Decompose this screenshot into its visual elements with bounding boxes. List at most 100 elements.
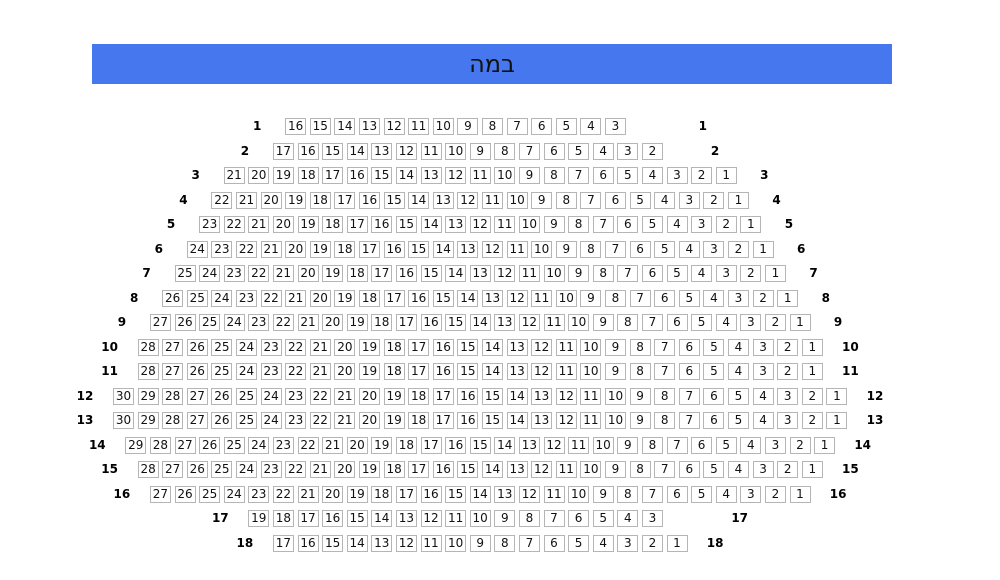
seat[interactable]: 10 (592, 436, 614, 454)
seat[interactable]: 9 (605, 338, 626, 356)
seat[interactable]: 8 (605, 289, 626, 307)
seat[interactable]: 25 (223, 436, 245, 454)
seat[interactable]: 13 (395, 510, 417, 527)
seat[interactable]: 4 (740, 436, 762, 454)
seat[interactable]: 26 (186, 363, 208, 380)
seat[interactable]: 19 (309, 240, 331, 258)
seat[interactable]: 30 (113, 387, 134, 405)
seat[interactable]: 18 (272, 510, 294, 527)
seat[interactable]: 25 (186, 289, 208, 307)
seat[interactable]: 18 (408, 412, 430, 429)
seat[interactable]: 4 (728, 461, 749, 478)
seat[interactable]: 16 (371, 216, 393, 233)
seat[interactable]: 11 (568, 436, 590, 454)
seat[interactable]: 22 (309, 412, 331, 429)
seat[interactable]: 28 (162, 412, 184, 429)
seat[interactable]: 21 (260, 240, 282, 258)
seat[interactable]: 21 (309, 363, 331, 380)
seat[interactable]: 2 (703, 191, 725, 209)
seat[interactable]: 4 (691, 265, 713, 282)
seat[interactable]: 2 (777, 338, 799, 356)
seat[interactable]: 2 (752, 289, 774, 307)
seat[interactable]: 15 (482, 387, 503, 405)
seat[interactable]: 4 (592, 534, 614, 552)
seat[interactable]: 11 (482, 191, 503, 209)
seat[interactable]: 7 (518, 534, 540, 552)
seat[interactable]: 6 (654, 289, 676, 307)
seat[interactable]: 10 (555, 289, 577, 307)
seat[interactable]: 13 (371, 142, 393, 160)
seat[interactable]: 25 (211, 461, 233, 478)
seat[interactable]: 15 (457, 461, 479, 478)
seat[interactable]: 9 (629, 387, 651, 405)
seat[interactable]: 10 (531, 240, 553, 258)
seat[interactable]: 25 (199, 314, 221, 331)
seat[interactable]: 15 (482, 412, 503, 429)
seat[interactable]: 27 (162, 338, 184, 356)
seat[interactable]: 4 (752, 412, 774, 429)
seat[interactable]: 9 (592, 314, 614, 331)
seat[interactable]: 21 (223, 167, 245, 184)
seat[interactable]: 12 (518, 485, 540, 503)
seat[interactable]: 3 (752, 338, 774, 356)
seat[interactable]: 23 (223, 265, 245, 282)
seat[interactable]: 4 (641, 167, 663, 184)
seat[interactable]: 2 (641, 142, 663, 160)
seat[interactable]: 27 (162, 461, 184, 478)
seat[interactable]: 7 (629, 289, 651, 307)
seat[interactable]: 5 (617, 167, 639, 184)
seat[interactable]: 13 (432, 191, 454, 209)
seat[interactable]: 17 (371, 265, 393, 282)
seat[interactable]: 1 (801, 363, 823, 380)
seat[interactable]: 10 (580, 338, 602, 356)
seat[interactable]: 7 (666, 436, 688, 454)
seat[interactable]: 17 (272, 534, 294, 552)
seat[interactable]: 29 (137, 412, 159, 429)
seat[interactable]: 21 (297, 314, 319, 331)
seat[interactable]: 16 (445, 436, 467, 454)
seat[interactable]: 22 (285, 338, 307, 356)
seat[interactable]: 6 (691, 436, 713, 454)
seat[interactable]: 5 (568, 142, 590, 160)
seat[interactable]: 4 (728, 363, 749, 380)
seat[interactable]: 6 (543, 534, 565, 552)
seat[interactable]: 4 (666, 216, 688, 233)
seat[interactable]: 20 (285, 240, 307, 258)
seat[interactable]: 26 (211, 387, 233, 405)
seat[interactable]: 13 (506, 461, 528, 478)
seat[interactable]: 19 (346, 485, 368, 503)
seat[interactable]: 22 (211, 191, 233, 209)
seat[interactable]: 16 (297, 534, 319, 552)
seat[interactable]: 9 (617, 436, 639, 454)
seat[interactable]: 12 (494, 265, 516, 282)
seat[interactable]: 27 (186, 387, 208, 405)
seat[interactable]: 19 (359, 461, 380, 478)
seat[interactable]: 10 (494, 167, 516, 184)
seat[interactable]: 10 (605, 412, 626, 429)
seat[interactable]: 25 (211, 363, 233, 380)
seat[interactable]: 1 (777, 289, 799, 307)
seat[interactable]: 8 (641, 436, 663, 454)
seat[interactable]: 13 (518, 436, 540, 454)
seat[interactable]: 22 (309, 387, 331, 405)
seat[interactable]: 9 (580, 289, 602, 307)
seat[interactable]: 10 (506, 191, 528, 209)
seat[interactable]: 26 (162, 289, 184, 307)
seat[interactable]: 12 (531, 363, 553, 380)
seat[interactable]: 18 (395, 436, 417, 454)
seat[interactable]: 23 (248, 314, 270, 331)
seat[interactable]: 11 (555, 363, 577, 380)
seat[interactable]: 3 (703, 240, 725, 258)
seat[interactable]: 12 (543, 436, 565, 454)
seat[interactable]: 18 (297, 167, 319, 184)
seat[interactable]: 24 (248, 436, 270, 454)
seat[interactable]: 10 (605, 387, 626, 405)
seat[interactable]: 25 (174, 265, 196, 282)
seat[interactable]: 3 (777, 412, 799, 429)
seat[interactable]: 7 (654, 363, 676, 380)
seat[interactable]: 7 (678, 412, 700, 429)
seat[interactable]: 15 (408, 240, 430, 258)
seat[interactable]: 26 (211, 412, 233, 429)
seat[interactable]: 24 (260, 412, 282, 429)
seat[interactable]: 7 (641, 485, 663, 503)
